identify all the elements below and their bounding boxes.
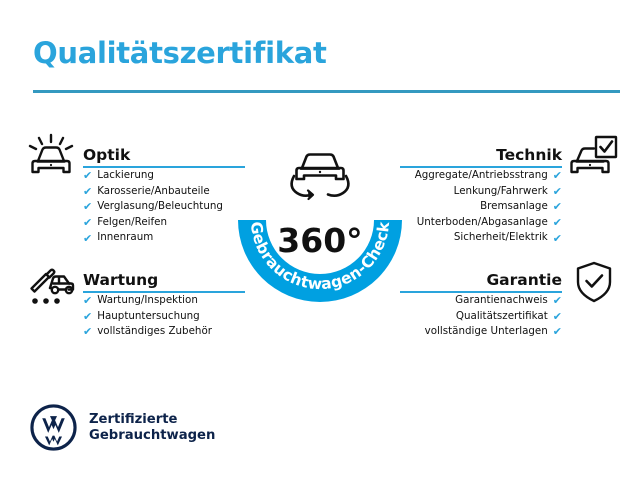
- list-item: ✔ Unterboden/Abgasanlage: [400, 215, 562, 231]
- list-item: ✔ Hauptuntersuchung: [83, 309, 245, 325]
- section-technik-title: Technik: [496, 146, 562, 164]
- check-icon: ✔: [552, 169, 562, 183]
- list-item-label: Unterboden/Abgasanlage: [416, 215, 548, 228]
- list-item-label: Garantienachweis: [455, 294, 548, 306]
- section-technik: Technik ✔ Aggregate/Antriebsstrang ✔ Lenku…: [400, 138, 562, 246]
- check-icon: ✔: [552, 325, 562, 339]
- section-garantie-divider: [400, 291, 562, 293]
- check-icon: ✔: [83, 325, 93, 339]
- car-rotate-360-icon: [290, 153, 350, 201]
- badge-ring: [238, 220, 402, 302]
- vw-footer: Zertifizierte Gebrauchtwagen: [30, 404, 215, 451]
- list-item: ✔ Sicherheit/Elektrik: [400, 230, 562, 246]
- check-icon: ✔: [83, 169, 93, 183]
- section-optik-list: ✔ Lackierung ✔ Karosserie/Anbauteile ✔ Verg…: [83, 168, 245, 246]
- check-icon: ✔: [83, 200, 93, 214]
- section-wartung: Wartung ✔ Wartung/Inspektion ✔ Hauptunters…: [83, 263, 245, 340]
- car-shine-icon: [25, 133, 77, 185]
- list-item-label: Lackierung: [97, 169, 154, 181]
- list-item-label: vollständige Unterlagen: [424, 325, 548, 338]
- car-checkbox-icon: [565, 133, 620, 185]
- check-icon: ✔: [83, 184, 93, 198]
- section-optik-divider: [83, 166, 245, 168]
- vw-footer-line1: Zertifizierte: [89, 411, 178, 427]
- list-item-label: Felgen/Reifen: [97, 215, 168, 228]
- shield-check-icon: [570, 258, 618, 310]
- vw-footer-line2: Gebrauchtwagen: [89, 427, 216, 443]
- check-icon: ✔: [552, 184, 562, 198]
- list-item: ✔ Qualitätszertifikat: [400, 309, 562, 325]
- badge-center-label: 360°: [277, 221, 362, 260]
- vw-logo: [30, 404, 77, 451]
- list-item-label: Wartung/Inspektion: [97, 294, 198, 306]
- list-item: ✔ Felgen/Reifen: [83, 215, 245, 231]
- section-wartung-divider: [83, 291, 245, 293]
- section-optik-title: Optik: [83, 146, 131, 164]
- check-icon: ✔: [83, 231, 93, 245]
- list-item-label: Lenkung/Fahrwerk: [453, 184, 548, 197]
- list-item-label: Aggregate/Antriebsstrang: [414, 169, 548, 181]
- section-optik: Optik ✔ Lackierung ✔ Karosserie/Anbauteile…: [83, 138, 245, 246]
- list-item-label: vollständiges Zubehör: [97, 325, 212, 338]
- section-garantie-list: ✔ Garantienachweis ✔ Qualitätszertifikat ✔…: [400, 293, 562, 340]
- list-item: ✔ Innenraum: [83, 230, 245, 246]
- section-optik-header: Optik: [83, 138, 245, 168]
- list-item: ✔ vollständiges Zubehör: [83, 324, 245, 340]
- list-item: ✔ Karosserie/Anbauteile: [83, 184, 245, 200]
- list-item: ✔ Lenkung/Fahrwerk: [400, 184, 562, 200]
- list-item-label: Hauptuntersuchung: [97, 309, 200, 322]
- list-item: ✔ Wartung/Inspektion: [83, 293, 245, 309]
- section-garantie-header: Garantie: [400, 263, 562, 293]
- check-icon: ✔: [552, 309, 562, 323]
- car-wrench-icon: [25, 258, 77, 312]
- list-item: ✔ Garantienachweis: [400, 293, 562, 309]
- check-icon: ✔: [552, 200, 562, 214]
- check-icon: ✔: [83, 216, 93, 230]
- list-item-label: Sicherheit/Elektrik: [453, 231, 548, 244]
- page-title: Qualitätszertifikat: [33, 36, 327, 70]
- check-icon: ✔: [83, 294, 93, 308]
- list-item: ✔ Aggregate/Antriebsstrang: [400, 168, 562, 184]
- section-technik-header: Technik: [400, 138, 562, 168]
- section-wartung-title: Wartung: [83, 271, 159, 289]
- list-item: ✔ Verglasung/Beleuchtung: [83, 199, 245, 215]
- vw-footer-text: Zertifizierte Gebrauchtwagen: [89, 412, 215, 444]
- list-item: ✔ vollständige Unterlagen: [400, 324, 562, 340]
- list-item: ✔ Lackierung: [83, 168, 245, 184]
- list-item: ✔ Bremsanlage: [400, 199, 562, 215]
- section-technik-list: ✔ Aggregate/Antriebsstrang ✔ Lenkung/Fahrw…: [400, 168, 562, 246]
- list-item-label: Innenraum: [97, 231, 154, 244]
- section-wartung-header: Wartung: [83, 263, 245, 293]
- list-item-label: Qualitätszertifikat: [455, 309, 548, 322]
- check-icon: ✔: [552, 231, 562, 245]
- list-item-label: Bremsanlage: [480, 200, 548, 213]
- check-icon: ✔: [552, 294, 562, 308]
- section-technik-divider: [400, 166, 562, 168]
- section-garantie: Garantie ✔ Garantienachweis ✔ Qualitätszer…: [400, 263, 562, 340]
- check-icon: ✔: [552, 216, 562, 230]
- section-garantie-title: Garantie: [486, 271, 562, 289]
- list-item-label: Karosserie/Anbauteile: [97, 184, 210, 197]
- header-divider: [33, 90, 620, 93]
- list-item-label: Verglasung/Beleuchtung: [97, 200, 223, 213]
- check-icon: ✔: [83, 309, 93, 323]
- badge-360-check: 360° Gebrauchtwagen-Check: [215, 115, 425, 315]
- section-wartung-list: ✔ Wartung/Inspektion ✔ Hauptuntersuchung ✔…: [83, 293, 245, 340]
